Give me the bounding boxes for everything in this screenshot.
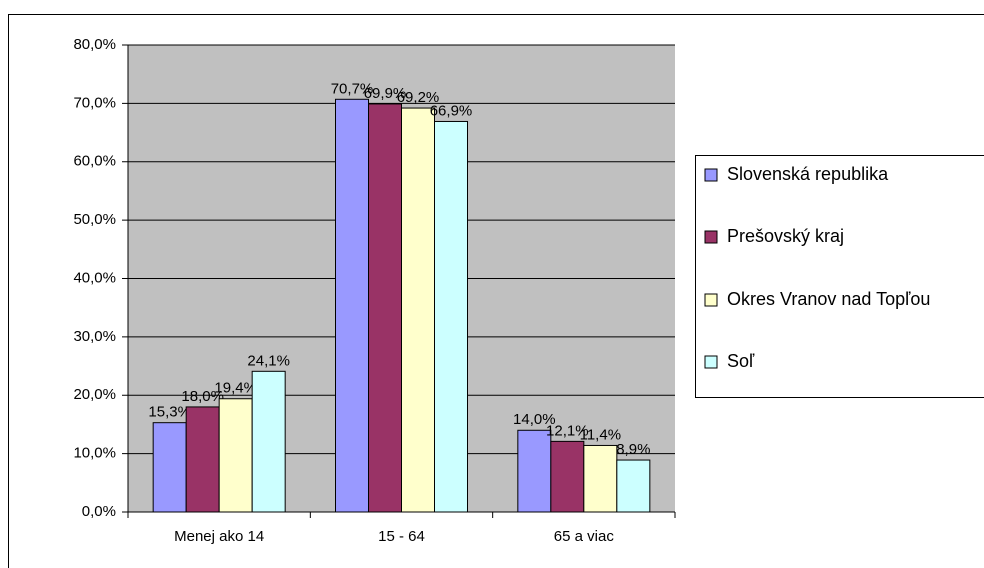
legend-box	[695, 155, 984, 398]
x-tick-label: Menej ako 14	[174, 528, 264, 545]
y-tick-label: 50,0%	[73, 211, 116, 228]
x-tick-label: 65 a viac	[554, 528, 615, 545]
bar	[335, 98, 369, 513]
value-label: 15,3%	[148, 404, 191, 421]
value-label: 24,1%	[247, 352, 290, 369]
legend-label: Soľ	[727, 351, 755, 371]
bar	[401, 107, 435, 513]
bar	[517, 429, 552, 513]
y-tick-label: 20,0%	[73, 386, 116, 403]
value-label: 14,0%	[513, 411, 556, 428]
bar	[550, 440, 585, 513]
value-label: 18,0%	[181, 388, 224, 405]
y-tick-label: 40,0%	[73, 269, 116, 286]
value-label: 66,9%	[430, 102, 473, 119]
value-label: 69,2%	[397, 89, 440, 106]
y-tick-label: 0,0%	[82, 503, 116, 520]
value-label: 70,7%	[331, 80, 374, 97]
bar	[616, 459, 651, 513]
y-tick-label: 30,0%	[73, 328, 116, 345]
y-tick-label: 80,0%	[73, 36, 116, 53]
legend-label: Okres Vranov nad Topľou	[727, 289, 930, 309]
bar	[152, 422, 187, 513]
bar	[251, 370, 286, 513]
bar	[583, 444, 618, 513]
bar	[434, 120, 468, 513]
legend-label: Prešovský kraj	[727, 226, 844, 246]
y-tick-label: 10,0%	[73, 445, 116, 462]
value-label: 8,9%	[616, 441, 650, 458]
legend-swatch	[704, 230, 718, 244]
bar	[368, 103, 402, 513]
legend-label: Slovenská republika	[727, 164, 889, 184]
bar	[185, 406, 220, 513]
y-tick-label: 60,0%	[73, 153, 116, 170]
legend-swatch	[704, 355, 718, 369]
legend-swatch	[704, 293, 718, 307]
legend-swatch	[704, 168, 718, 182]
value-label: 12,1%	[546, 422, 589, 439]
value-label: 69,9%	[364, 85, 407, 102]
bar	[218, 398, 253, 513]
y-tick-label: 70,0%	[73, 94, 116, 111]
x-tick-label: 15 - 64	[378, 528, 425, 545]
value-label: 19,4%	[214, 380, 257, 397]
value-label: 11,4%	[580, 426, 621, 443]
